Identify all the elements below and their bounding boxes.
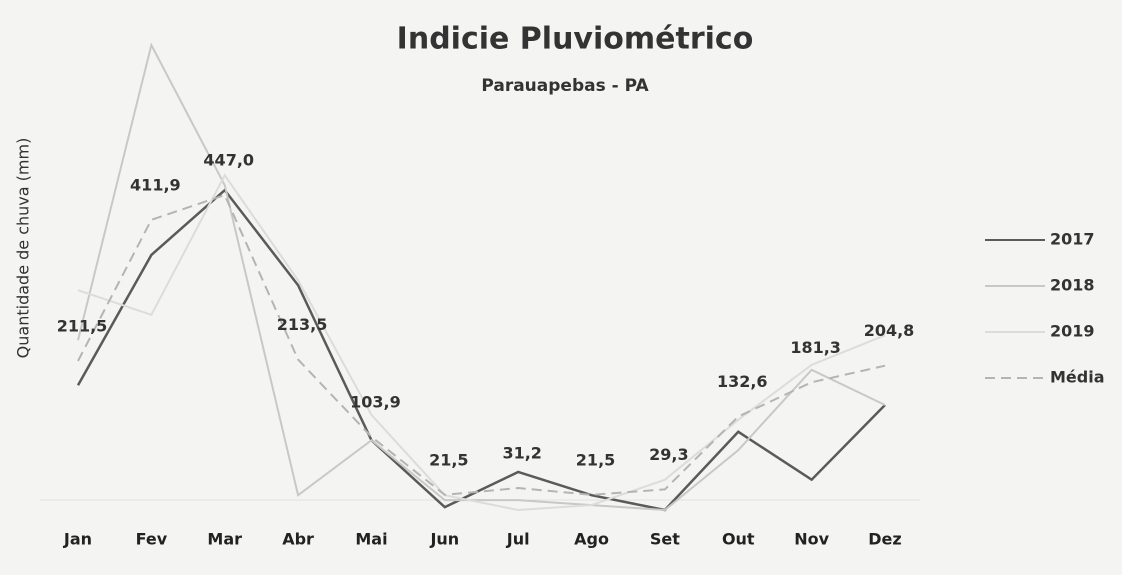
x-tick-label: Jun [429, 530, 459, 549]
legend-label: 2017 [1050, 230, 1095, 249]
data-label: 447,0 [203, 151, 254, 170]
x-tick-label: Mar [207, 530, 242, 549]
series-line [77, 173, 886, 512]
legend-label: 2018 [1050, 276, 1095, 295]
x-tick-label: Abr [282, 530, 314, 549]
x-tick-label: Mai [355, 530, 387, 549]
data-label: 21,5 [576, 450, 615, 469]
x-tick-label: Jan [63, 530, 92, 549]
data-label: 21,5 [429, 450, 468, 469]
data-label: 29,3 [649, 445, 688, 464]
data-label: 103,9 [350, 392, 401, 411]
data-label: 132,6 [717, 372, 768, 391]
chart-title: Indicie Pluviométrico [397, 22, 754, 57]
data-label: 181,3 [790, 338, 841, 357]
legend-label: Média [1050, 368, 1105, 387]
data-label: 204,8 [864, 321, 915, 340]
data-label: 211,5 [57, 316, 108, 335]
x-tick-label: Nov [794, 530, 829, 549]
series-line [76, 188, 886, 512]
x-tick-label: Dez [868, 530, 901, 549]
legend-label: 2019 [1050, 322, 1095, 341]
y-axis-label: Quantidade de chuva (mm) [14, 138, 33, 359]
x-tick-label: Set [650, 530, 680, 549]
chart-subtitle: Parauapebas - PA [481, 76, 649, 96]
x-tick-label: Fev [136, 530, 168, 549]
x-tick-label: Out [722, 530, 755, 549]
data-label: 411,9 [130, 175, 181, 194]
x-tick-label: Ago [574, 530, 609, 549]
series-line [77, 42, 886, 512]
data-label: 213,5 [277, 315, 328, 334]
data-label: 31,2 [502, 444, 541, 463]
x-tick-label: Jul [506, 530, 530, 549]
